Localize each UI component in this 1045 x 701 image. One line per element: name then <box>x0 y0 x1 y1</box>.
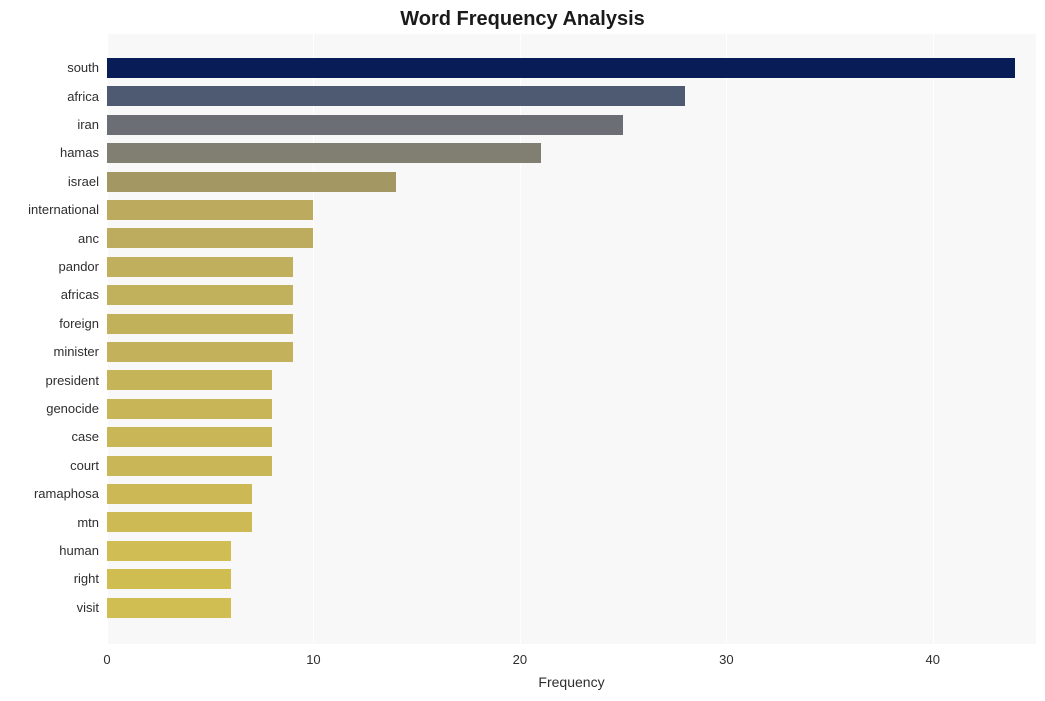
x-tick-label: 40 <box>926 652 940 667</box>
y-tick-label: president <box>0 373 99 388</box>
bar <box>107 569 231 589</box>
bar <box>107 512 252 532</box>
y-tick-label: hamas <box>0 145 99 160</box>
bar <box>107 285 293 305</box>
bar <box>107 314 293 334</box>
bar <box>107 399 272 419</box>
gridline <box>933 34 934 644</box>
bar <box>107 115 623 135</box>
y-tick-label: ramaphosa <box>0 486 99 501</box>
bar <box>107 484 252 504</box>
bar <box>107 200 313 220</box>
x-axis-label: Frequency <box>538 674 604 690</box>
y-tick-label: foreign <box>0 316 99 331</box>
word-frequency-chart: Word Frequency Analysis Frequency 0 10 20 3… <box>0 0 1045 701</box>
bar <box>107 86 685 106</box>
bar <box>107 427 272 447</box>
y-tick-label: africa <box>0 89 99 104</box>
y-tick-label: africas <box>0 287 99 302</box>
bar <box>107 598 231 618</box>
x-tick-label: 10 <box>306 652 320 667</box>
y-tick-label: court <box>0 458 99 473</box>
x-tick-label: 0 <box>103 652 110 667</box>
y-tick-label: human <box>0 543 99 558</box>
bar <box>107 172 396 192</box>
y-tick-label: anc <box>0 231 99 246</box>
plot-area <box>107 34 1036 644</box>
y-tick-label: genocide <box>0 401 99 416</box>
y-tick-label: case <box>0 429 99 444</box>
y-tick-label: visit <box>0 600 99 615</box>
bar <box>107 342 293 362</box>
bar <box>107 143 541 163</box>
y-tick-label: israel <box>0 174 99 189</box>
chart-title: Word Frequency Analysis <box>0 8 1045 31</box>
bar <box>107 58 1015 78</box>
bar <box>107 456 272 476</box>
bar <box>107 257 293 277</box>
gridline <box>726 34 727 644</box>
x-tick-label: 20 <box>513 652 527 667</box>
y-tick-label: right <box>0 571 99 586</box>
bar <box>107 228 313 248</box>
y-tick-label: pandor <box>0 259 99 274</box>
y-tick-label: minister <box>0 344 99 359</box>
x-tick-label: 30 <box>719 652 733 667</box>
y-tick-label: iran <box>0 117 99 132</box>
bar <box>107 370 272 390</box>
y-tick-label: mtn <box>0 515 99 530</box>
y-tick-label: international <box>0 202 99 217</box>
bar <box>107 541 231 561</box>
y-tick-label: south <box>0 60 99 75</box>
